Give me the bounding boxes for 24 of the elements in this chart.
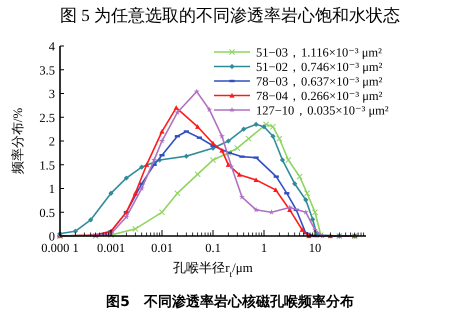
y-tick-label: 1.5 (39, 158, 55, 172)
x-tick-label: 0.1 (205, 241, 221, 255)
xlabel: 孔喉半径r$_{t}$/μm (173, 260, 253, 279)
legend-label: 78−04，0.266×10⁻³ μm² (256, 89, 383, 103)
x-tick-label: 1 (260, 241, 268, 255)
x-tick-label: 0.000 1 (41, 241, 79, 255)
annotation: 图5 不同渗透率岩心核磁孔喉频率分布 (106, 294, 354, 310)
y-tick-label: 2 (48, 134, 55, 148)
legend-label: 127−10，0.035×10⁻³ μm² (256, 104, 389, 118)
legend-label: 51−02，0.746×10⁻³ μm² (256, 60, 383, 74)
y-tick-label: 0.5 (39, 206, 55, 220)
title: 图 5 为任意选取的不同渗透率岩心饱和水状态 (60, 6, 400, 25)
y-tick-label: 4 (48, 40, 56, 54)
y-tick-label: 3 (48, 87, 55, 101)
ylabel: 频率分布/% (10, 108, 25, 174)
x-tick-label: 0.001 (96, 241, 126, 255)
x-tick-label: 10 (308, 241, 322, 255)
y-tick-label: 2.5 (39, 110, 55, 125)
x-tick-label: 0.01 (151, 241, 173, 255)
y-tick-label: 3.5 (39, 63, 55, 78)
legend-label: 51−03，1.116×10⁻³ μm² (256, 46, 382, 60)
y-tick-label: 1 (48, 182, 55, 196)
legend-label: 78−03，0.637×10⁻³ μm² (256, 74, 383, 88)
y-tick-label: 0 (48, 230, 55, 244)
